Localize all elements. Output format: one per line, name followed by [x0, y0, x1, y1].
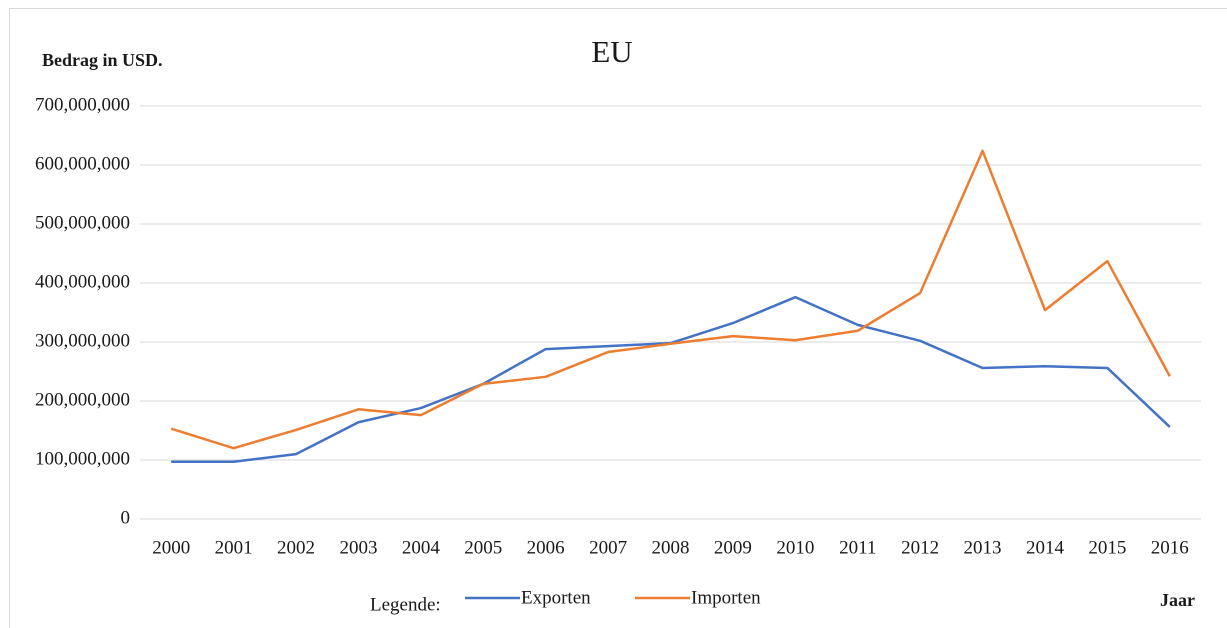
series-line: [171, 295, 1171, 464]
chart-title: EU: [591, 34, 632, 69]
x-tick-label: 2015: [1088, 537, 1126, 558]
y-tick-label: 0: [121, 507, 131, 528]
x-tick-label: 2004: [402, 537, 441, 558]
y-tick-label: 400,000,000: [35, 271, 130, 292]
x-tick-label: 2014: [1026, 537, 1065, 558]
chart-border: [9, 8, 1227, 628]
y-tick-label: 500,000,000: [35, 212, 130, 233]
x-tick-label: 2005: [464, 537, 502, 558]
y-tick-label: 600,000,000: [35, 153, 130, 174]
y-axis-label: Bedrag in USD.: [42, 50, 163, 70]
x-axis-label: Jaar: [1160, 590, 1195, 610]
y-tick-label: 200,000,000: [35, 389, 130, 410]
x-tick-label: 2012: [901, 537, 939, 558]
y-tick-label: 100,000,000: [35, 448, 130, 469]
series-line: [170, 149, 1171, 450]
legend-label: Importen: [691, 587, 761, 608]
y-tick-label: 300,000,000: [35, 330, 130, 351]
y-tick-label: 700,000,000: [35, 94, 130, 115]
x-tick-label: 2008: [652, 537, 690, 558]
x-tick-label: 2006: [527, 537, 565, 558]
x-tick-label: 2001: [215, 537, 253, 558]
legend-title: Legende:: [370, 594, 441, 615]
x-tick-label: 2016: [1151, 537, 1189, 558]
x-tick-label: 2000: [152, 537, 190, 558]
x-tick-label: 2011: [839, 537, 876, 558]
x-tick-label: 2009: [714, 537, 752, 558]
x-tick-label: 2007: [589, 537, 627, 558]
x-tick-label: 2002: [277, 537, 315, 558]
x-tick-label: 2003: [339, 537, 377, 558]
x-tick-label: 2013: [964, 537, 1002, 558]
legend-label: Exporten: [521, 587, 591, 608]
x-tick-label: 2010: [776, 537, 814, 558]
